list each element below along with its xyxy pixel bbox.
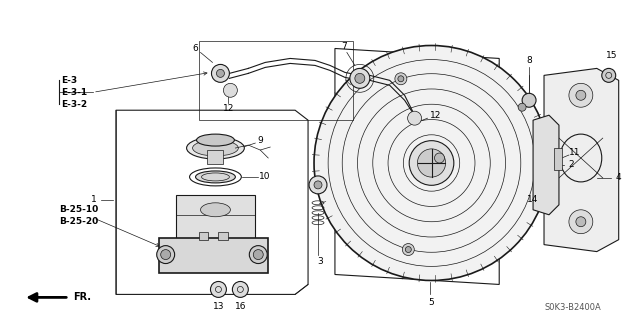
Text: 5: 5	[429, 298, 435, 307]
Bar	[554, 148, 562, 170]
Text: 1: 1	[91, 195, 97, 204]
Text: 12: 12	[223, 104, 234, 113]
Circle shape	[314, 46, 549, 280]
Ellipse shape	[253, 249, 263, 260]
Text: 9: 9	[257, 136, 263, 145]
Text: 3: 3	[317, 257, 323, 266]
Circle shape	[211, 64, 229, 82]
Circle shape	[435, 153, 444, 163]
Circle shape	[569, 210, 593, 234]
Bar	[198, 41, 353, 120]
Circle shape	[408, 111, 422, 125]
Text: E-3-2: E-3-2	[61, 100, 87, 109]
Circle shape	[405, 247, 412, 253]
Circle shape	[540, 131, 548, 139]
Text: 6: 6	[193, 44, 198, 53]
Bar	[207, 150, 223, 164]
Circle shape	[309, 176, 327, 194]
Circle shape	[576, 90, 586, 100]
Text: 4: 4	[616, 174, 621, 182]
Text: B-25-20: B-25-20	[59, 217, 99, 226]
Text: 13: 13	[212, 302, 224, 311]
Polygon shape	[533, 115, 559, 215]
Text: 14: 14	[527, 195, 539, 204]
Ellipse shape	[196, 134, 234, 146]
Text: 12: 12	[430, 111, 441, 120]
Ellipse shape	[200, 203, 230, 217]
Circle shape	[395, 73, 407, 85]
Text: B-25-10: B-25-10	[59, 205, 99, 214]
Text: 11: 11	[569, 147, 580, 157]
Ellipse shape	[193, 140, 238, 156]
Text: 7: 7	[341, 42, 347, 51]
Circle shape	[569, 83, 593, 107]
Polygon shape	[544, 68, 619, 252]
Circle shape	[398, 76, 404, 82]
Text: E-3: E-3	[61, 76, 77, 85]
Text: 8: 8	[526, 56, 532, 65]
Text: 2: 2	[568, 160, 573, 169]
Bar	[159, 238, 268, 272]
Circle shape	[211, 281, 227, 297]
Circle shape	[535, 131, 543, 139]
Circle shape	[576, 217, 586, 227]
Bar	[218, 232, 228, 240]
Circle shape	[417, 149, 445, 177]
Circle shape	[216, 70, 225, 78]
Ellipse shape	[161, 249, 171, 260]
Ellipse shape	[187, 137, 244, 159]
Circle shape	[350, 68, 370, 88]
Circle shape	[223, 83, 237, 97]
Circle shape	[314, 181, 322, 189]
Circle shape	[602, 68, 616, 82]
Text: E-3-1: E-3-1	[61, 88, 87, 97]
Text: 15: 15	[606, 51, 618, 60]
Circle shape	[355, 73, 365, 83]
Ellipse shape	[196, 171, 236, 183]
Circle shape	[540, 162, 552, 174]
Circle shape	[232, 281, 248, 297]
Bar	[175, 195, 255, 240]
Circle shape	[522, 93, 536, 107]
Ellipse shape	[250, 246, 268, 263]
Circle shape	[535, 186, 543, 194]
Bar	[198, 232, 209, 240]
Text: FR.: FR.	[73, 293, 91, 302]
Text: 16: 16	[235, 302, 246, 311]
Circle shape	[403, 244, 414, 256]
Ellipse shape	[157, 246, 175, 263]
Circle shape	[409, 141, 454, 185]
Circle shape	[518, 103, 526, 111]
Text: S0K3-B2400A: S0K3-B2400A	[544, 303, 601, 312]
Text: 10: 10	[259, 173, 270, 182]
Circle shape	[540, 186, 548, 194]
